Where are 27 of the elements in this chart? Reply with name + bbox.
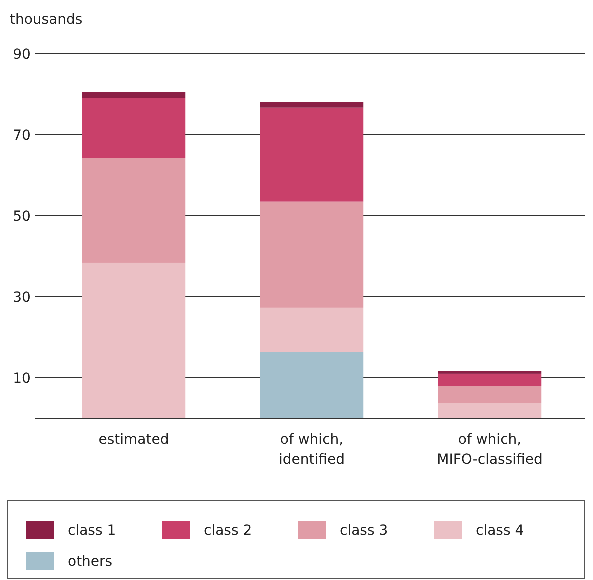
y-tick-label: 70 <box>13 128 31 144</box>
bar <box>438 386 542 404</box>
legend-label: others <box>68 554 113 570</box>
y-tick-label: 30 <box>13 290 31 306</box>
x-tick-label: estimated <box>98 432 170 448</box>
bar <box>438 371 542 374</box>
legend-label: class 3 <box>340 522 388 539</box>
bar <box>438 374 542 386</box>
bar <box>260 308 364 352</box>
x-tick-label: of which, identified <box>279 432 345 468</box>
y-tick-label: 90 <box>13 46 31 63</box>
y-tick-label: 50 <box>13 208 31 225</box>
legend-label: class 4 <box>476 522 524 539</box>
y-tick-label: 10 <box>13 370 31 387</box>
bar <box>260 352 364 418</box>
bar <box>82 158 186 263</box>
bar <box>82 92 186 98</box>
legend-label: class 1 <box>68 522 116 539</box>
bar <box>82 98 186 158</box>
bar <box>260 102 364 108</box>
bar <box>260 108 364 202</box>
legend-label: class 2 <box>204 522 252 539</box>
y-axis-title: thousands <box>10 12 83 28</box>
bar <box>260 202 364 308</box>
x-tick-label: of which, MIFO-classified <box>437 432 543 468</box>
bar <box>82 262 186 418</box>
bar <box>438 403 542 418</box>
